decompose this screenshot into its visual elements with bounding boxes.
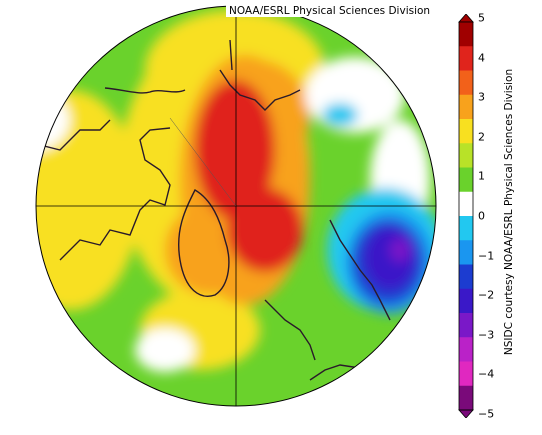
colorbar-cell bbox=[459, 216, 473, 241]
cyan-patch-ne bbox=[322, 103, 358, 127]
scandinavia-coast bbox=[329, 219, 391, 321]
europe-coast bbox=[309, 364, 361, 381]
grid-line-diagonal bbox=[169, 117, 237, 207]
colorbar-frame bbox=[458, 21, 474, 411]
colorbar-cell bbox=[459, 191, 473, 217]
colorbar-tick-label: 0 bbox=[478, 209, 485, 223]
colorbar-cell bbox=[459, 119, 473, 144]
coastlines bbox=[36, 39, 391, 381]
colorbar-tick-label: −2 bbox=[478, 288, 495, 302]
greenland-coast bbox=[178, 189, 230, 297]
colorbar-cell bbox=[459, 240, 473, 265]
iceland-uk-coast bbox=[264, 299, 316, 361]
colorbar-tick-label: 5 bbox=[478, 11, 485, 25]
colorbar-tick-label: 4 bbox=[478, 51, 485, 65]
colorbar-tick-label: −5 bbox=[478, 407, 495, 421]
purple-region-east bbox=[364, 226, 416, 290]
colorbar-cell bbox=[459, 361, 473, 387]
colorbar-cell bbox=[459, 385, 473, 411]
colorbar-tick-label: 2 bbox=[478, 130, 485, 144]
canadian-archipelago-coast bbox=[59, 127, 171, 261]
credit-side: NSIDC courtesy NOAA/ESRL Physical Scienc… bbox=[503, 68, 515, 356]
yellow-region-west bbox=[36, 90, 140, 310]
siberia-east-coast bbox=[104, 87, 186, 94]
colorbar-cell bbox=[459, 46, 473, 71]
colorbar-tick-label: −1 bbox=[478, 249, 495, 263]
colorbar-cap-bottom bbox=[458, 409, 474, 418]
red-core-upper bbox=[195, 80, 275, 220]
violet-core-east bbox=[390, 238, 410, 262]
colorbar-cell bbox=[459, 264, 473, 290]
colorbar-cell bbox=[459, 70, 473, 96]
colorbar-cap-top bbox=[458, 14, 474, 23]
colorbar-tick-label: 3 bbox=[478, 90, 485, 104]
colorbar-cell bbox=[459, 94, 473, 120]
colorbar-cell bbox=[459, 143, 473, 168]
colorbar-tick-label: 1 bbox=[478, 169, 485, 183]
colorbar-cell bbox=[459, 22, 473, 47]
siberia-north-coast bbox=[219, 69, 301, 111]
colorbar bbox=[458, 14, 474, 418]
colorbar-cell bbox=[459, 313, 473, 338]
colorbar-cell bbox=[459, 288, 473, 314]
neutral-region-sw bbox=[135, 328, 195, 372]
credit-top: NOAA/ESRL Physical Sciences Division bbox=[226, 5, 434, 17]
colorbar-tick-label: −3 bbox=[478, 328, 495, 342]
colorbar-cell bbox=[459, 167, 473, 193]
red-core-lower bbox=[227, 188, 303, 272]
kamchatka-coast bbox=[229, 39, 233, 71]
colorbar-cell bbox=[459, 337, 473, 362]
colorbar-tick-label: −4 bbox=[478, 367, 495, 381]
